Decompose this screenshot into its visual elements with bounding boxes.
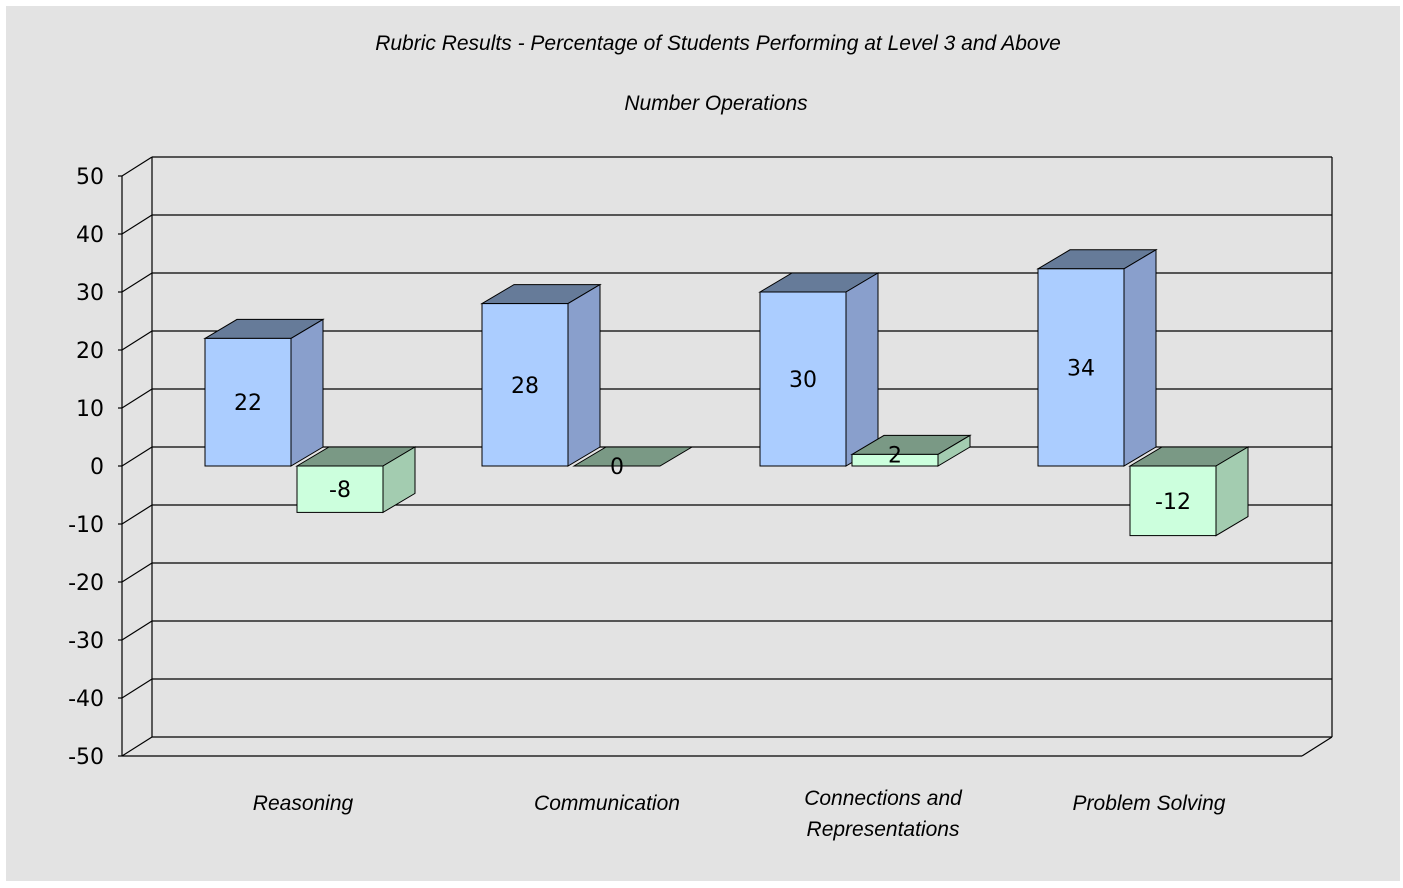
bar-value-label: -8 — [329, 478, 351, 503]
bar: 28 — [480, 283, 602, 467]
bar: -12 — [1128, 446, 1250, 537]
bars: 22 -8 28 0 30 2 34 -12 — [203, 248, 1250, 537]
bar-side-face — [1123, 248, 1157, 467]
y-tick-label: 20 — [76, 339, 104, 364]
bar: 34 — [1036, 248, 1158, 467]
gridline-side — [121, 330, 153, 351]
y-tick-label: -30 — [68, 629, 104, 654]
bar-front-face — [204, 337, 292, 467]
chart-title: Rubric Results - Percentage of Students … — [375, 32, 1061, 55]
bar: 22 — [203, 318, 325, 467]
floor-right-edge — [1301, 736, 1333, 757]
y-tick-label: 30 — [76, 281, 104, 306]
y-tick-label: -20 — [68, 571, 104, 596]
bar: 30 — [758, 272, 880, 467]
bar-front-face — [296, 465, 384, 513]
gridline-side — [121, 620, 153, 641]
bar-value-label: 28 — [511, 374, 539, 399]
y-tick-label: 0 — [90, 455, 104, 480]
bar-value-label: 0 — [610, 455, 624, 480]
gridline-side — [121, 562, 153, 583]
bar-value-label: 30 — [789, 368, 817, 393]
gridline-side — [121, 736, 153, 757]
chart-subtitle: Number Operations — [624, 92, 808, 115]
bar-front-face — [759, 291, 847, 467]
bar-value-label: 2 — [888, 443, 902, 468]
y-tick-label: 40 — [76, 223, 104, 248]
y-tick-label: -10 — [68, 513, 104, 538]
category-labels: Reasoning Communication Connections and Rep… — [253, 787, 1226, 841]
bar-front-face — [481, 303, 569, 467]
bar-value-label: 22 — [234, 391, 262, 416]
x-tick-label: Connections and — [804, 787, 963, 810]
bar: 2 — [850, 434, 972, 468]
bar-top-face — [572, 446, 694, 467]
bar-side-face — [567, 283, 601, 467]
bar-value-label: -12 — [1155, 490, 1191, 515]
bar-side-face — [290, 318, 324, 467]
x-tick-label: Problem Solving — [1073, 792, 1226, 815]
bar: 0 — [572, 446, 694, 480]
gridline-side — [121, 272, 153, 293]
x-tick-label: Reasoning — [253, 792, 354, 815]
gridline-side — [121, 446, 153, 467]
gridline-side — [121, 678, 153, 699]
x-tick-label: Representations — [807, 818, 960, 841]
gridline-side — [121, 156, 153, 177]
bar-front-face — [1037, 268, 1125, 467]
bar-front-face — [1129, 465, 1217, 537]
bar-value-label: 34 — [1067, 356, 1095, 381]
gridline-side — [121, 388, 153, 409]
bar-side-face — [845, 272, 879, 467]
x-tick-label: Communication — [534, 792, 680, 815]
gridline-side — [121, 214, 153, 235]
gridline-side — [121, 504, 153, 525]
y-tick-label: 10 — [76, 397, 104, 422]
bar-front-face — [851, 453, 939, 467]
y-tick-label: -50 — [68, 745, 104, 770]
bar: -8 — [295, 446, 417, 514]
y-tick-label: -40 — [68, 687, 104, 712]
y-tick-label: 50 — [76, 165, 104, 190]
